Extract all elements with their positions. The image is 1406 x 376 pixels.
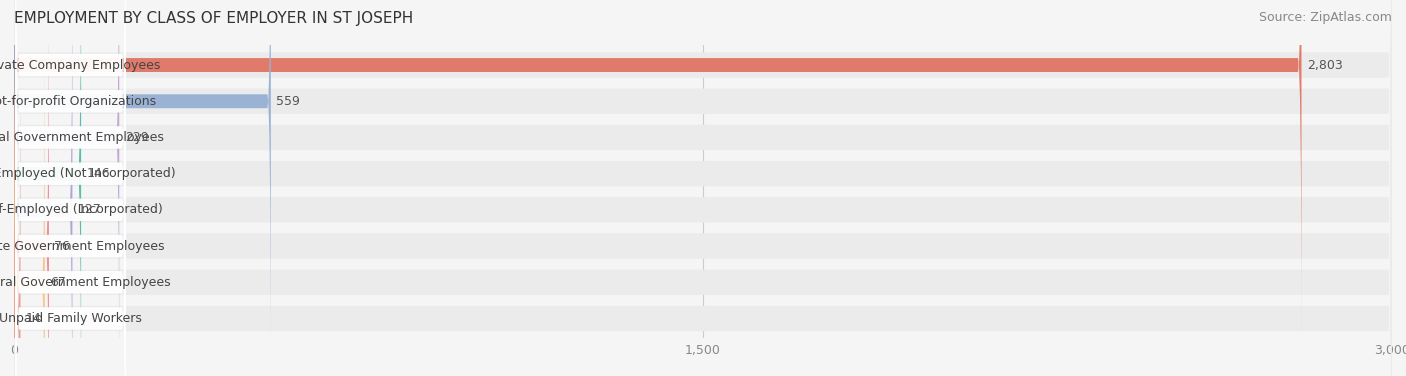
FancyBboxPatch shape: [14, 0, 1392, 376]
Text: 127: 127: [77, 203, 101, 216]
FancyBboxPatch shape: [15, 0, 125, 376]
FancyBboxPatch shape: [14, 36, 21, 376]
Text: 14: 14: [25, 312, 42, 325]
FancyBboxPatch shape: [14, 0, 1392, 376]
Text: Federal Government Employees: Federal Government Employees: [0, 276, 172, 289]
Text: Self-Employed (Incorporated): Self-Employed (Incorporated): [0, 203, 163, 216]
FancyBboxPatch shape: [14, 0, 45, 376]
FancyBboxPatch shape: [14, 0, 120, 376]
Text: Unpaid Family Workers: Unpaid Family Workers: [0, 312, 142, 325]
FancyBboxPatch shape: [14, 0, 1302, 348]
Text: Source: ZipAtlas.com: Source: ZipAtlas.com: [1258, 11, 1392, 24]
FancyBboxPatch shape: [14, 0, 1392, 376]
Text: State Government Employees: State Government Employees: [0, 240, 165, 253]
FancyBboxPatch shape: [15, 0, 125, 376]
FancyBboxPatch shape: [14, 0, 1392, 342]
FancyBboxPatch shape: [15, 0, 125, 343]
FancyBboxPatch shape: [14, 0, 82, 376]
FancyBboxPatch shape: [14, 0, 49, 376]
FancyBboxPatch shape: [14, 0, 72, 376]
Text: Local Government Employees: Local Government Employees: [0, 131, 165, 144]
FancyBboxPatch shape: [14, 5, 1392, 376]
Text: 76: 76: [55, 240, 70, 253]
Text: 146: 146: [87, 167, 110, 180]
Text: Not-for-profit Organizations: Not-for-profit Organizations: [0, 95, 156, 108]
Text: 559: 559: [277, 95, 301, 108]
Text: 2,803: 2,803: [1308, 59, 1343, 71]
FancyBboxPatch shape: [15, 0, 125, 376]
Text: EMPLOYMENT BY CLASS OF EMPLOYER IN ST JOSEPH: EMPLOYMENT BY CLASS OF EMPLOYER IN ST JO…: [14, 11, 413, 26]
FancyBboxPatch shape: [15, 4, 125, 376]
FancyBboxPatch shape: [14, 41, 1392, 376]
FancyBboxPatch shape: [14, 0, 271, 376]
Text: Self-Employed (Not Incorporated): Self-Employed (Not Incorporated): [0, 167, 176, 180]
Text: 67: 67: [51, 276, 66, 289]
FancyBboxPatch shape: [15, 0, 125, 376]
FancyBboxPatch shape: [14, 0, 1392, 376]
FancyBboxPatch shape: [15, 0, 125, 376]
FancyBboxPatch shape: [15, 40, 125, 376]
FancyBboxPatch shape: [14, 0, 1392, 376]
Text: Private Company Employees: Private Company Employees: [0, 59, 160, 71]
Text: 229: 229: [125, 131, 149, 144]
